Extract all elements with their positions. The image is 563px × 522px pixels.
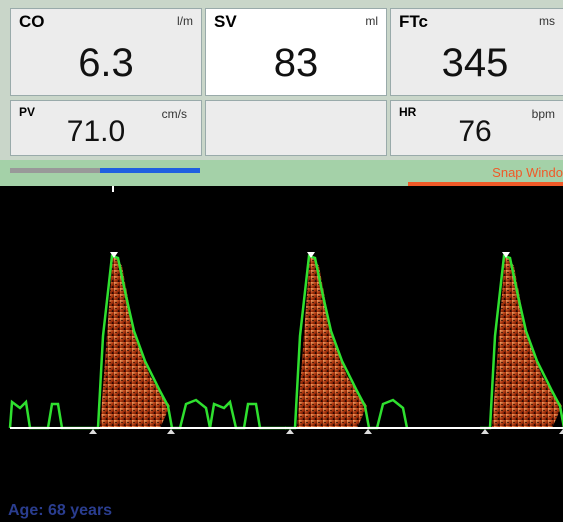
co-tile: CO l/m 6.3: [10, 8, 202, 96]
tile-value: 76: [458, 115, 492, 148]
tile-unit: cm/s: [161, 107, 187, 121]
tile-label: SV: [214, 12, 237, 31]
tile-unit: bpm: [531, 107, 555, 121]
tile-value: 6.3: [78, 41, 134, 85]
tile-label: CO: [19, 12, 45, 31]
window-bar: Snap Windo: [0, 160, 563, 186]
snap-indicator: [408, 182, 563, 186]
gray-indicator: [10, 168, 100, 173]
empty-tile: [205, 100, 387, 156]
tile-label: HR: [399, 105, 417, 119]
tile-unit: l/m: [177, 14, 193, 28]
sv-tile: SV ml 83: [205, 8, 387, 96]
spectrum: [100, 254, 170, 428]
tile-value: 345: [441, 41, 509, 85]
display-background: [0, 186, 563, 522]
hr-tile: HR bpm 76: [390, 100, 563, 156]
tile-label: FTc: [399, 12, 428, 31]
tile-value: 71.0: [66, 115, 126, 148]
tile-label: PV: [19, 105, 36, 119]
ftc-tile: FTc ms 345: [390, 8, 563, 96]
tile-unit: ms: [539, 14, 555, 28]
age-label: Age: 68 years: [8, 502, 113, 519]
blue-indicator: [100, 168, 200, 173]
pv-tile: PV cm/s 71.0: [10, 100, 202, 156]
doppler-display: [0, 186, 563, 522]
tile-value: 83: [273, 41, 319, 85]
envelope-trace: [88, 254, 212, 430]
snap-label: Snap Windo: [492, 165, 563, 180]
tile-unit: ml: [365, 14, 378, 28]
cardiac-cycle: [88, 252, 212, 434]
peak-marker: [110, 252, 118, 258]
